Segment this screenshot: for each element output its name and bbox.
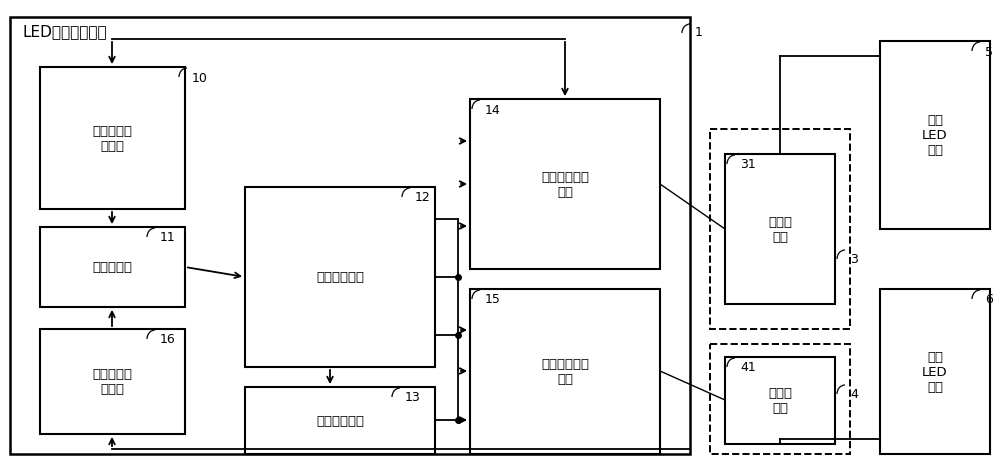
Bar [470,100,660,269]
Text: 11: 11 [160,231,176,244]
Bar [710,344,850,454]
Text: 1: 1 [695,26,703,39]
Text: 16: 16 [160,333,176,346]
Text: 31: 31 [740,158,756,171]
Text: LED恒流驱动芯片: LED恒流驱动芯片 [22,24,107,39]
Text: 冷光
LED
灯串: 冷光 LED 灯串 [922,114,948,157]
Bar [880,289,990,454]
Bar [710,130,850,329]
Text: 第一恒流驱动
模块: 第一恒流驱动 模块 [541,170,589,198]
Bar [245,387,435,454]
Text: 第二开
关管: 第二开 关管 [768,387,792,415]
Text: 41: 41 [740,361,756,374]
Text: 第二下电检
测模块: 第二下电检 测模块 [93,368,133,396]
Text: 脉宽调制模块: 脉宽调制模块 [316,414,364,427]
Bar [10,18,690,454]
Text: 第一下电检
测模块: 第一下电检 测模块 [93,125,133,153]
Text: 3: 3 [850,253,858,266]
Text: 暖光
LED
灯串: 暖光 LED 灯串 [922,350,948,393]
Bar [725,155,835,304]
Text: 15: 15 [485,293,501,306]
Bar [880,42,990,229]
Text: 第二恒流驱动
模块: 第二恒流驱动 模块 [541,358,589,386]
Text: 循环计数器: 循环计数器 [93,261,133,274]
Text: 10: 10 [192,71,208,84]
Bar [725,357,835,444]
Text: 第一开
关管: 第一开 关管 [768,216,792,244]
Bar [40,329,185,434]
Text: 4: 4 [850,387,858,401]
Bar [245,188,435,367]
Text: 13: 13 [405,391,421,404]
Bar [470,289,660,454]
Text: 5: 5 [985,45,993,59]
Bar [40,228,185,307]
Text: 14: 14 [485,103,501,116]
Text: 编码译码模块: 编码译码模块 [316,271,364,284]
Text: 12: 12 [415,191,431,204]
Text: 6: 6 [985,293,993,306]
Bar [40,68,185,209]
